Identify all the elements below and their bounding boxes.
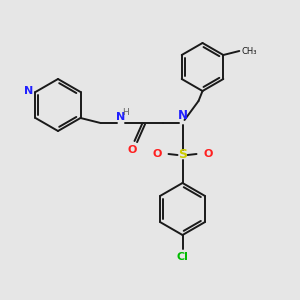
Text: CH₃: CH₃ (241, 46, 257, 56)
Text: N: N (24, 86, 34, 96)
Text: O: O (152, 149, 161, 159)
Text: S: S (178, 148, 187, 161)
Text: Cl: Cl (177, 252, 188, 262)
Text: N: N (178, 109, 188, 122)
Text: H: H (122, 108, 129, 117)
Text: O: O (203, 149, 213, 159)
Text: O: O (128, 145, 137, 155)
Text: N: N (116, 112, 125, 122)
